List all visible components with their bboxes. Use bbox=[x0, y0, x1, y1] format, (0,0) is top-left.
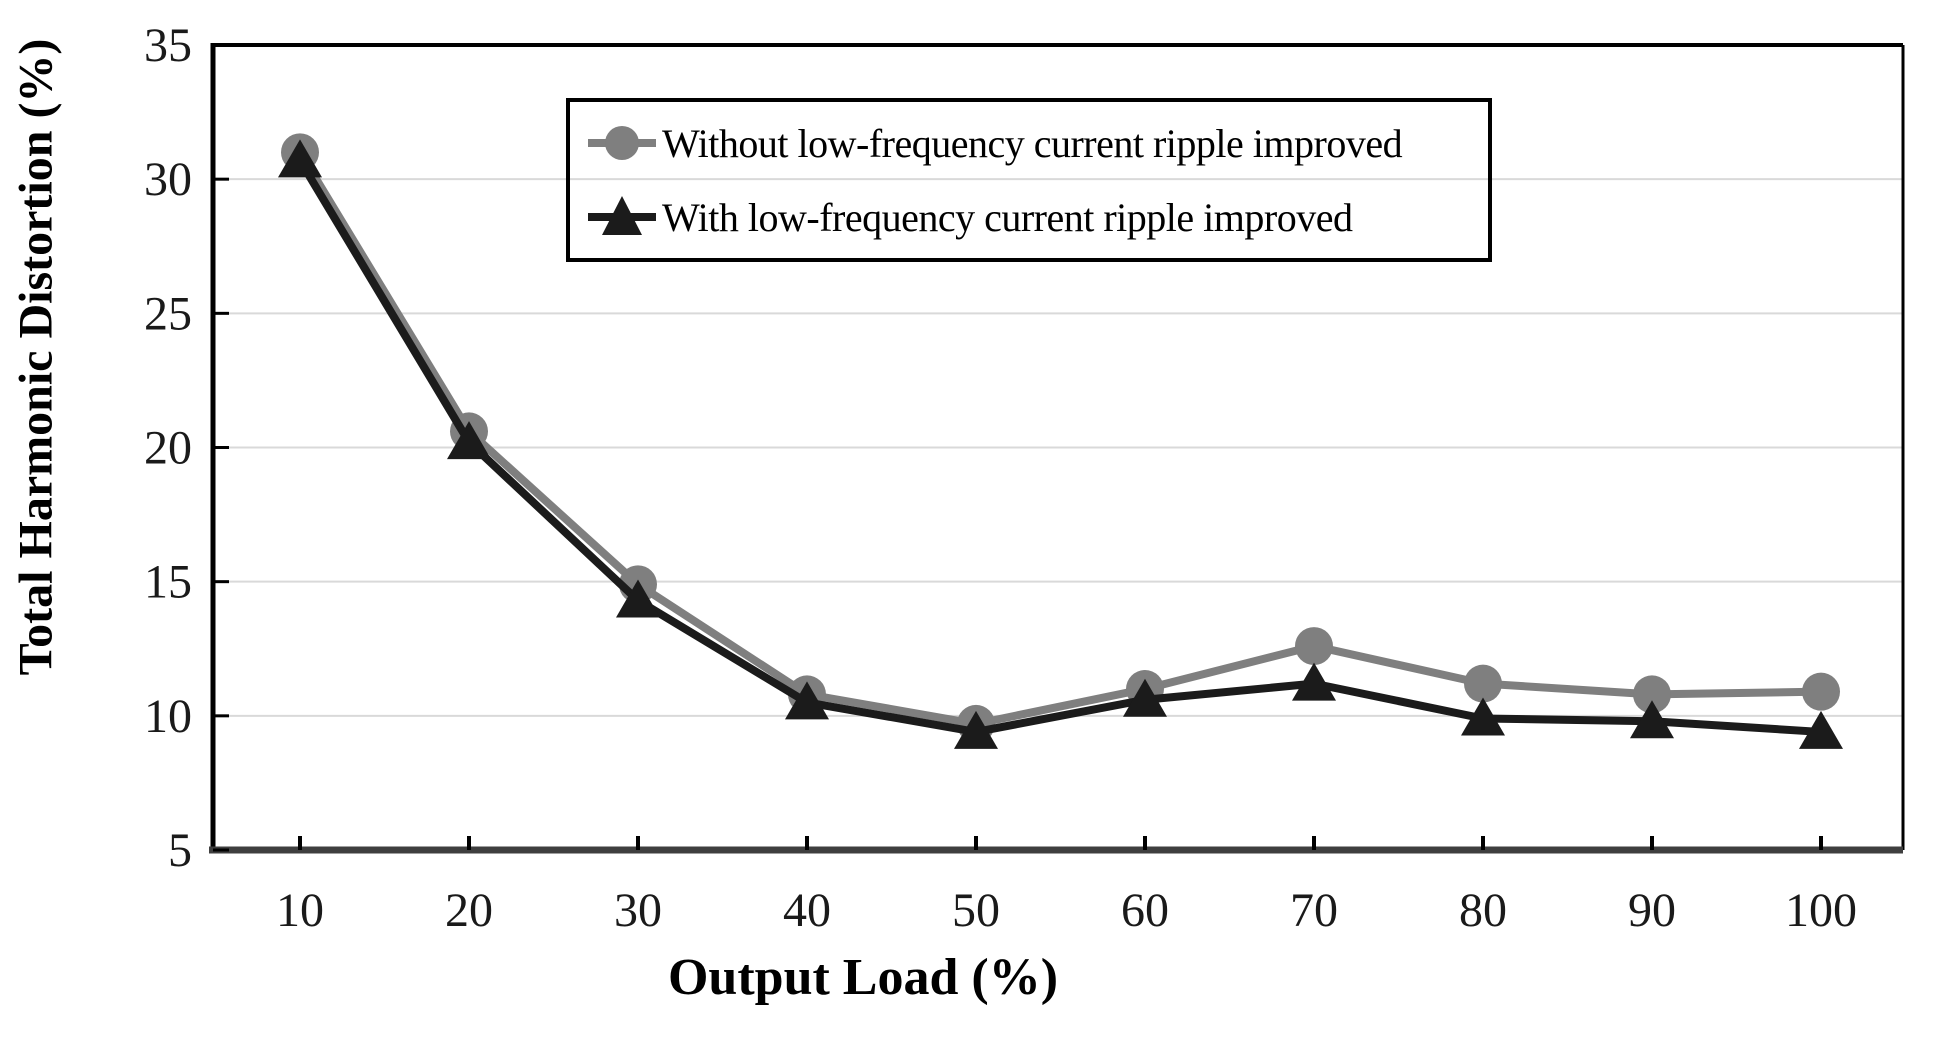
y-tick-labels: 5 10 15 20 25 30 35 bbox=[144, 19, 192, 877]
data-point-triangle bbox=[785, 681, 829, 720]
legend-item-with-ripple-improved: With low-frequency current ripple improv… bbox=[586, 194, 1488, 241]
svg-text:60: 60 bbox=[1121, 884, 1169, 937]
data-point-triangle bbox=[1292, 662, 1336, 701]
svg-text:30: 30 bbox=[144, 153, 192, 206]
svg-text:20: 20 bbox=[445, 884, 493, 937]
svg-text:10: 10 bbox=[276, 884, 324, 937]
svg-text:10: 10 bbox=[144, 690, 192, 743]
data-point-triangle bbox=[616, 579, 660, 618]
svg-text:100: 100 bbox=[1785, 884, 1857, 937]
svg-text:15: 15 bbox=[144, 556, 192, 609]
svg-text:70: 70 bbox=[1290, 884, 1338, 937]
legend-item-without-ripple-improved: Without low-frequency current ripple imp… bbox=[586, 120, 1488, 167]
svg-text:20: 20 bbox=[144, 422, 192, 475]
svg-text:30: 30 bbox=[614, 884, 662, 937]
data-point-triangle bbox=[1461, 697, 1505, 736]
y-gridlines bbox=[213, 178, 1903, 717]
legend-triangle-marker-icon bbox=[588, 196, 656, 235]
data-point-circle bbox=[1633, 675, 1671, 714]
svg-text:25: 25 bbox=[144, 287, 192, 340]
svg-text:50: 50 bbox=[952, 884, 1000, 937]
data-point-triangle bbox=[447, 421, 491, 460]
axis-ticks bbox=[213, 43, 1823, 852]
legend-circle-marker-icon bbox=[588, 126, 656, 160]
svg-text:35: 35 bbox=[144, 19, 192, 72]
svg-text:5: 5 bbox=[168, 824, 192, 877]
data-point-circle bbox=[1802, 672, 1840, 711]
data-point-triangle bbox=[954, 710, 998, 749]
x-tick-labels: 10 20 30 40 50 60 70 80 90 100 bbox=[276, 884, 1857, 937]
data-point-circle bbox=[1464, 664, 1502, 703]
x-axis-title: Output Load (%) bbox=[667, 949, 1059, 1006]
svg-text:80: 80 bbox=[1459, 884, 1507, 937]
series-with-ripple-improved bbox=[278, 139, 1843, 749]
data-point-triangle bbox=[1630, 700, 1674, 739]
legend: Without low-frequency current ripple imp… bbox=[566, 98, 1492, 262]
svg-text:90: 90 bbox=[1628, 884, 1676, 937]
y-axis-title: Total Harmonic Distortion (%) bbox=[9, 38, 63, 676]
svg-text:40: 40 bbox=[783, 884, 831, 937]
data-point-triangle bbox=[278, 139, 322, 178]
data-point-triangle bbox=[1799, 710, 1843, 749]
legend-label-without: Without low-frequency current ripple imp… bbox=[662, 120, 1403, 166]
legend-label-with: With low-frequency current ripple improv… bbox=[662, 194, 1353, 240]
data-point-triangle bbox=[1123, 678, 1167, 717]
data-point-circle bbox=[1295, 627, 1333, 666]
